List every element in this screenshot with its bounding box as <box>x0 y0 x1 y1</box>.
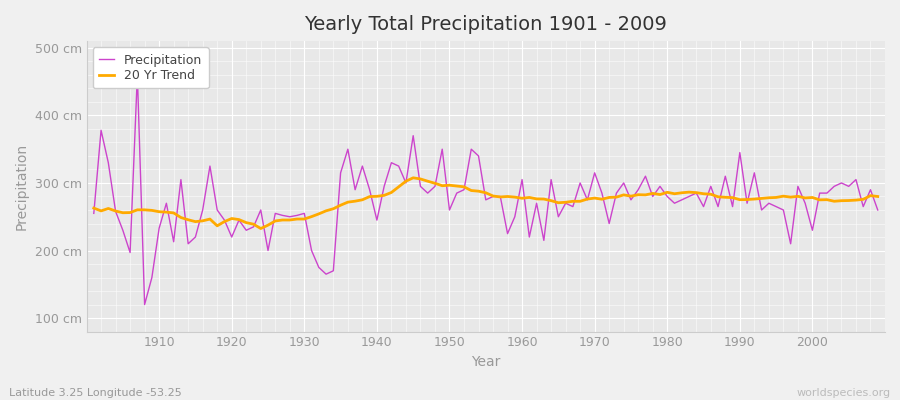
Precipitation <box>872 208 883 212</box>
20 Yr Trend <box>313 212 324 216</box>
Precipitation <box>132 72 143 77</box>
20 Yr Trend <box>357 197 368 202</box>
Legend: Precipitation, 20 Yr Trend: Precipitation, 20 Yr Trend <box>93 47 209 88</box>
20 Yr Trend <box>88 206 99 210</box>
Text: Latitude 3.25 Longitude -53.25: Latitude 3.25 Longitude -53.25 <box>9 388 182 398</box>
Title: Yearly Total Precipitation 1901 - 2009: Yearly Total Precipitation 1901 - 2009 <box>304 15 667 34</box>
Precipitation <box>524 235 535 240</box>
Precipitation <box>531 201 542 206</box>
Line: 20 Yr Trend: 20 Yr Trend <box>94 178 878 228</box>
X-axis label: Year: Year <box>471 355 500 369</box>
Precipitation <box>88 211 99 216</box>
20 Yr Trend <box>872 194 883 199</box>
Precipitation <box>618 180 629 185</box>
Precipitation <box>364 187 375 192</box>
20 Yr Trend <box>524 195 535 200</box>
20 Yr Trend <box>256 226 266 231</box>
20 Yr Trend <box>618 192 629 197</box>
Text: worldspecies.org: worldspecies.org <box>796 388 891 398</box>
Y-axis label: Precipitation: Precipitation <box>15 143 29 230</box>
Precipitation <box>140 302 150 307</box>
20 Yr Trend <box>531 196 542 201</box>
Line: Precipitation: Precipitation <box>94 75 878 304</box>
Precipitation <box>161 201 172 206</box>
20 Yr Trend <box>147 208 158 213</box>
20 Yr Trend <box>408 176 418 180</box>
Precipitation <box>320 272 331 276</box>
